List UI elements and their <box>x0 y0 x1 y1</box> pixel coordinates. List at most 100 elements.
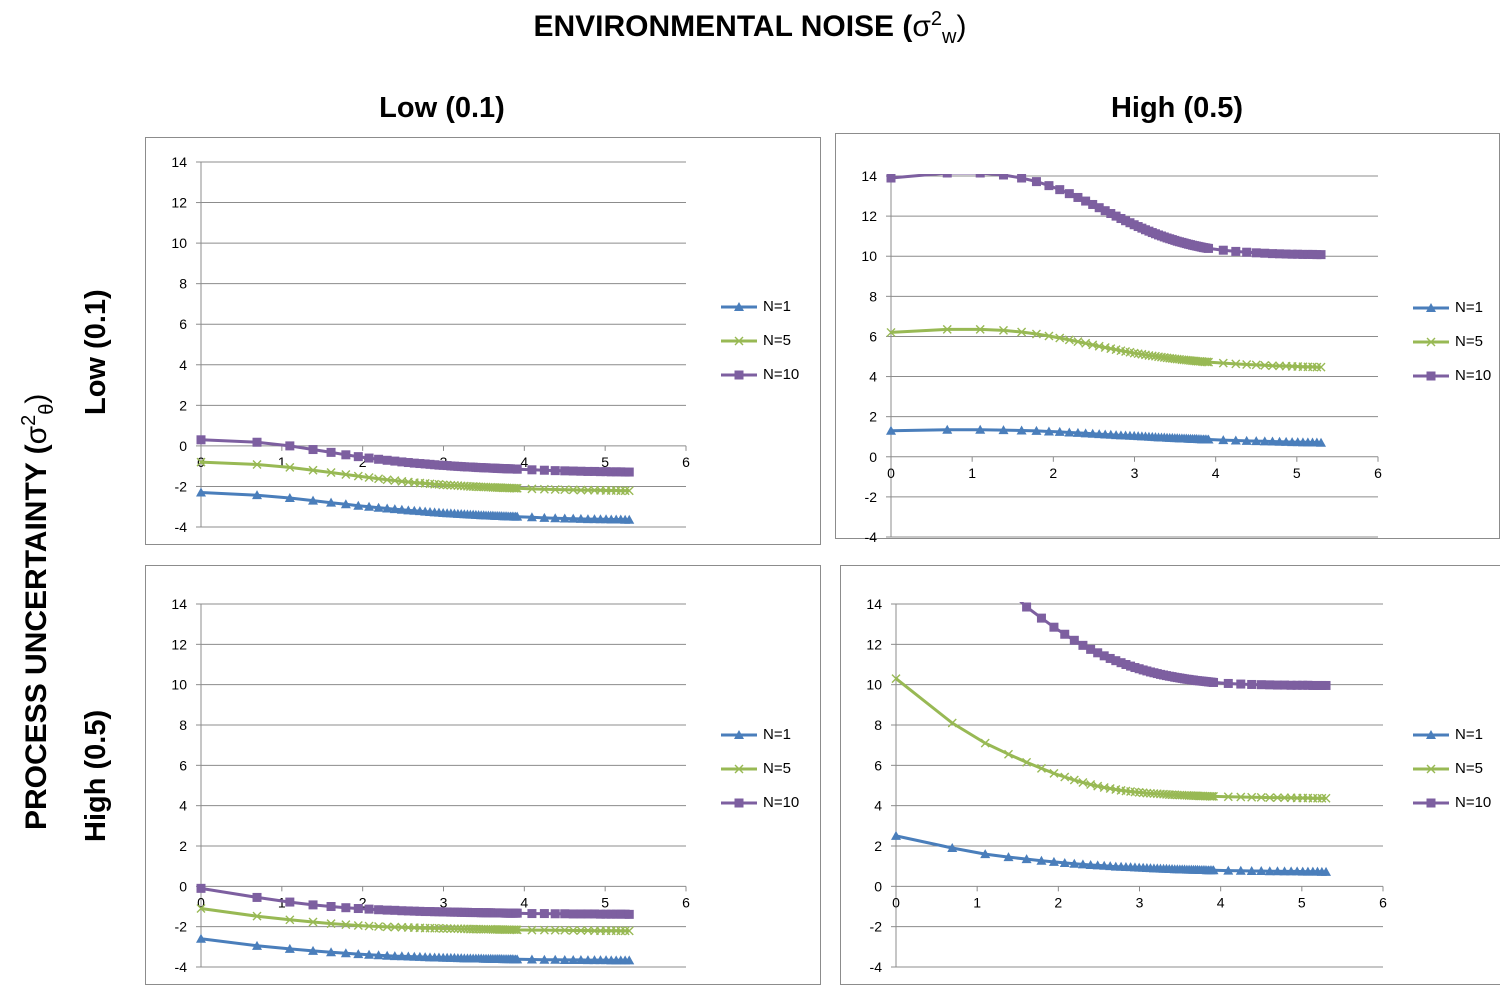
data-point-n5 <box>999 325 1008 335</box>
legend-marker-n5 <box>734 764 744 774</box>
data-point-n5 <box>1317 793 1327 803</box>
data-point-n1 <box>1235 865 1246 875</box>
data-point-n5 <box>1267 361 1277 371</box>
series-n1 <box>891 830 1332 876</box>
y-tick-label: -2 <box>175 478 188 494</box>
data-point-n1 <box>1279 866 1290 876</box>
data-point-n10 <box>1231 246 1241 256</box>
data-point-n5 <box>382 475 392 485</box>
data-point-n1 <box>582 514 593 524</box>
data-point-n1 <box>512 511 523 521</box>
data-point-n5 <box>1312 362 1322 372</box>
data-point-n10 <box>568 466 578 476</box>
data-point-n5 <box>364 473 374 483</box>
data-point-n1 <box>1241 435 1252 445</box>
data-point-n5 <box>527 484 537 494</box>
figure-title-sup: 2 <box>930 8 943 30</box>
data-point-n10 <box>1293 249 1303 259</box>
data-point-n1 <box>1016 425 1027 435</box>
data-point-n10 <box>390 905 400 915</box>
data-point-n10 <box>374 454 384 464</box>
data-point-n5 <box>1073 337 1083 347</box>
chart-panel-bottom-left: -4 -2 0 2 4 6 8 10 12 14 0 1 2 3 4 5 6 N=1 N=5 N=10 <box>145 565 821 985</box>
data-point-n1 <box>1208 865 1219 875</box>
data-point-n1 <box>539 954 550 964</box>
data-point-n10 <box>1060 629 1070 639</box>
data-point-n10 <box>606 909 616 919</box>
data-point-n10 <box>1111 656 1121 666</box>
series-n5 <box>196 457 634 496</box>
data-point-n5 <box>1081 338 1091 348</box>
x-tick-label: 2 <box>359 894 367 910</box>
y-tick-label: -4 <box>870 959 883 975</box>
y-tick-label: 6 <box>869 328 877 344</box>
data-point-n5 <box>446 480 456 490</box>
data-point-n10 <box>1308 680 1318 690</box>
x-tick-label: 4 <box>1212 465 1220 481</box>
y-axis-title-end: ) <box>20 393 53 404</box>
data-point-n1 <box>559 954 570 964</box>
data-point-n5 <box>285 915 295 925</box>
data-point-n10 <box>886 174 896 183</box>
figure-title-end: ) <box>956 10 967 43</box>
y-axis-title-main: PROCESS UNCERTAINTY ( <box>20 444 53 830</box>
data-point-n10 <box>196 435 206 445</box>
data-point-n1 <box>891 830 901 840</box>
data-point-n1 <box>353 949 364 959</box>
data-point-n5 <box>1272 793 1282 803</box>
data-point-n10 <box>1287 249 1297 259</box>
data-point-n10 <box>196 883 206 893</box>
data-point-n10 <box>308 445 318 455</box>
y-tick-label: 4 <box>179 357 187 373</box>
data-point-n10 <box>409 906 419 916</box>
data-point-n1 <box>624 955 635 965</box>
data-point-n10 <box>285 441 295 451</box>
data-point-n5 <box>326 467 336 477</box>
data-point-n5 <box>1044 331 1054 341</box>
data-point-n10 <box>420 907 430 917</box>
data-point-n1 <box>1085 859 1096 869</box>
x-tick-label: 5 <box>1293 465 1301 481</box>
legend-swatch-n5 <box>721 336 757 346</box>
data-point-n10 <box>1292 680 1302 690</box>
data-point-n1 <box>1003 852 1014 862</box>
data-point-n10 <box>1100 206 1110 216</box>
legend-label: N=10 <box>1455 794 1492 811</box>
data-point-n5 <box>886 327 896 337</box>
data-point-n10 <box>611 467 621 477</box>
data-point-n1 <box>382 503 393 513</box>
data-point-n10 <box>1265 680 1275 690</box>
data-point-n10 <box>1081 196 1091 206</box>
data-point-n5 <box>527 925 537 935</box>
y-tick-label: 8 <box>869 288 877 304</box>
data-point-n10 <box>589 466 599 476</box>
y-tick-label: 10 <box>171 235 187 251</box>
data-point-n5 <box>550 925 560 935</box>
data-point-n1 <box>196 487 206 497</box>
y-tick-label: 0 <box>874 878 882 894</box>
legend-label: N=1 <box>763 726 791 743</box>
data-point-n10 <box>1121 660 1131 669</box>
data-point-n5 <box>1049 768 1059 778</box>
data-point-n5 <box>438 923 448 933</box>
data-point-n5 <box>1231 359 1241 369</box>
data-point-n1 <box>1087 428 1098 438</box>
legend-swatch-n5 <box>1413 337 1449 347</box>
data-point-n10 <box>1303 680 1313 690</box>
data-point-n1 <box>308 495 319 505</box>
x-tick-label: 4 <box>1217 894 1225 910</box>
data-point-n5 <box>1060 772 1070 782</box>
data-point-n1 <box>340 499 351 509</box>
data-point-n10 <box>382 905 392 915</box>
data-point-n5 <box>576 926 586 935</box>
data-point-n10 <box>1204 243 1214 253</box>
data-point-n5 <box>1260 360 1270 370</box>
y-tick-label: 2 <box>869 409 877 425</box>
data-point-n5 <box>390 922 400 932</box>
figure-title: ENVIRONMENTAL NOISE (σ2w) <box>0 8 1500 49</box>
legend-marker-n10 <box>734 798 744 808</box>
legend-label: N=5 <box>1455 333 1483 350</box>
data-point-n10 <box>353 904 363 914</box>
data-point-n1 <box>284 943 295 953</box>
data-point-n5 <box>942 324 952 334</box>
